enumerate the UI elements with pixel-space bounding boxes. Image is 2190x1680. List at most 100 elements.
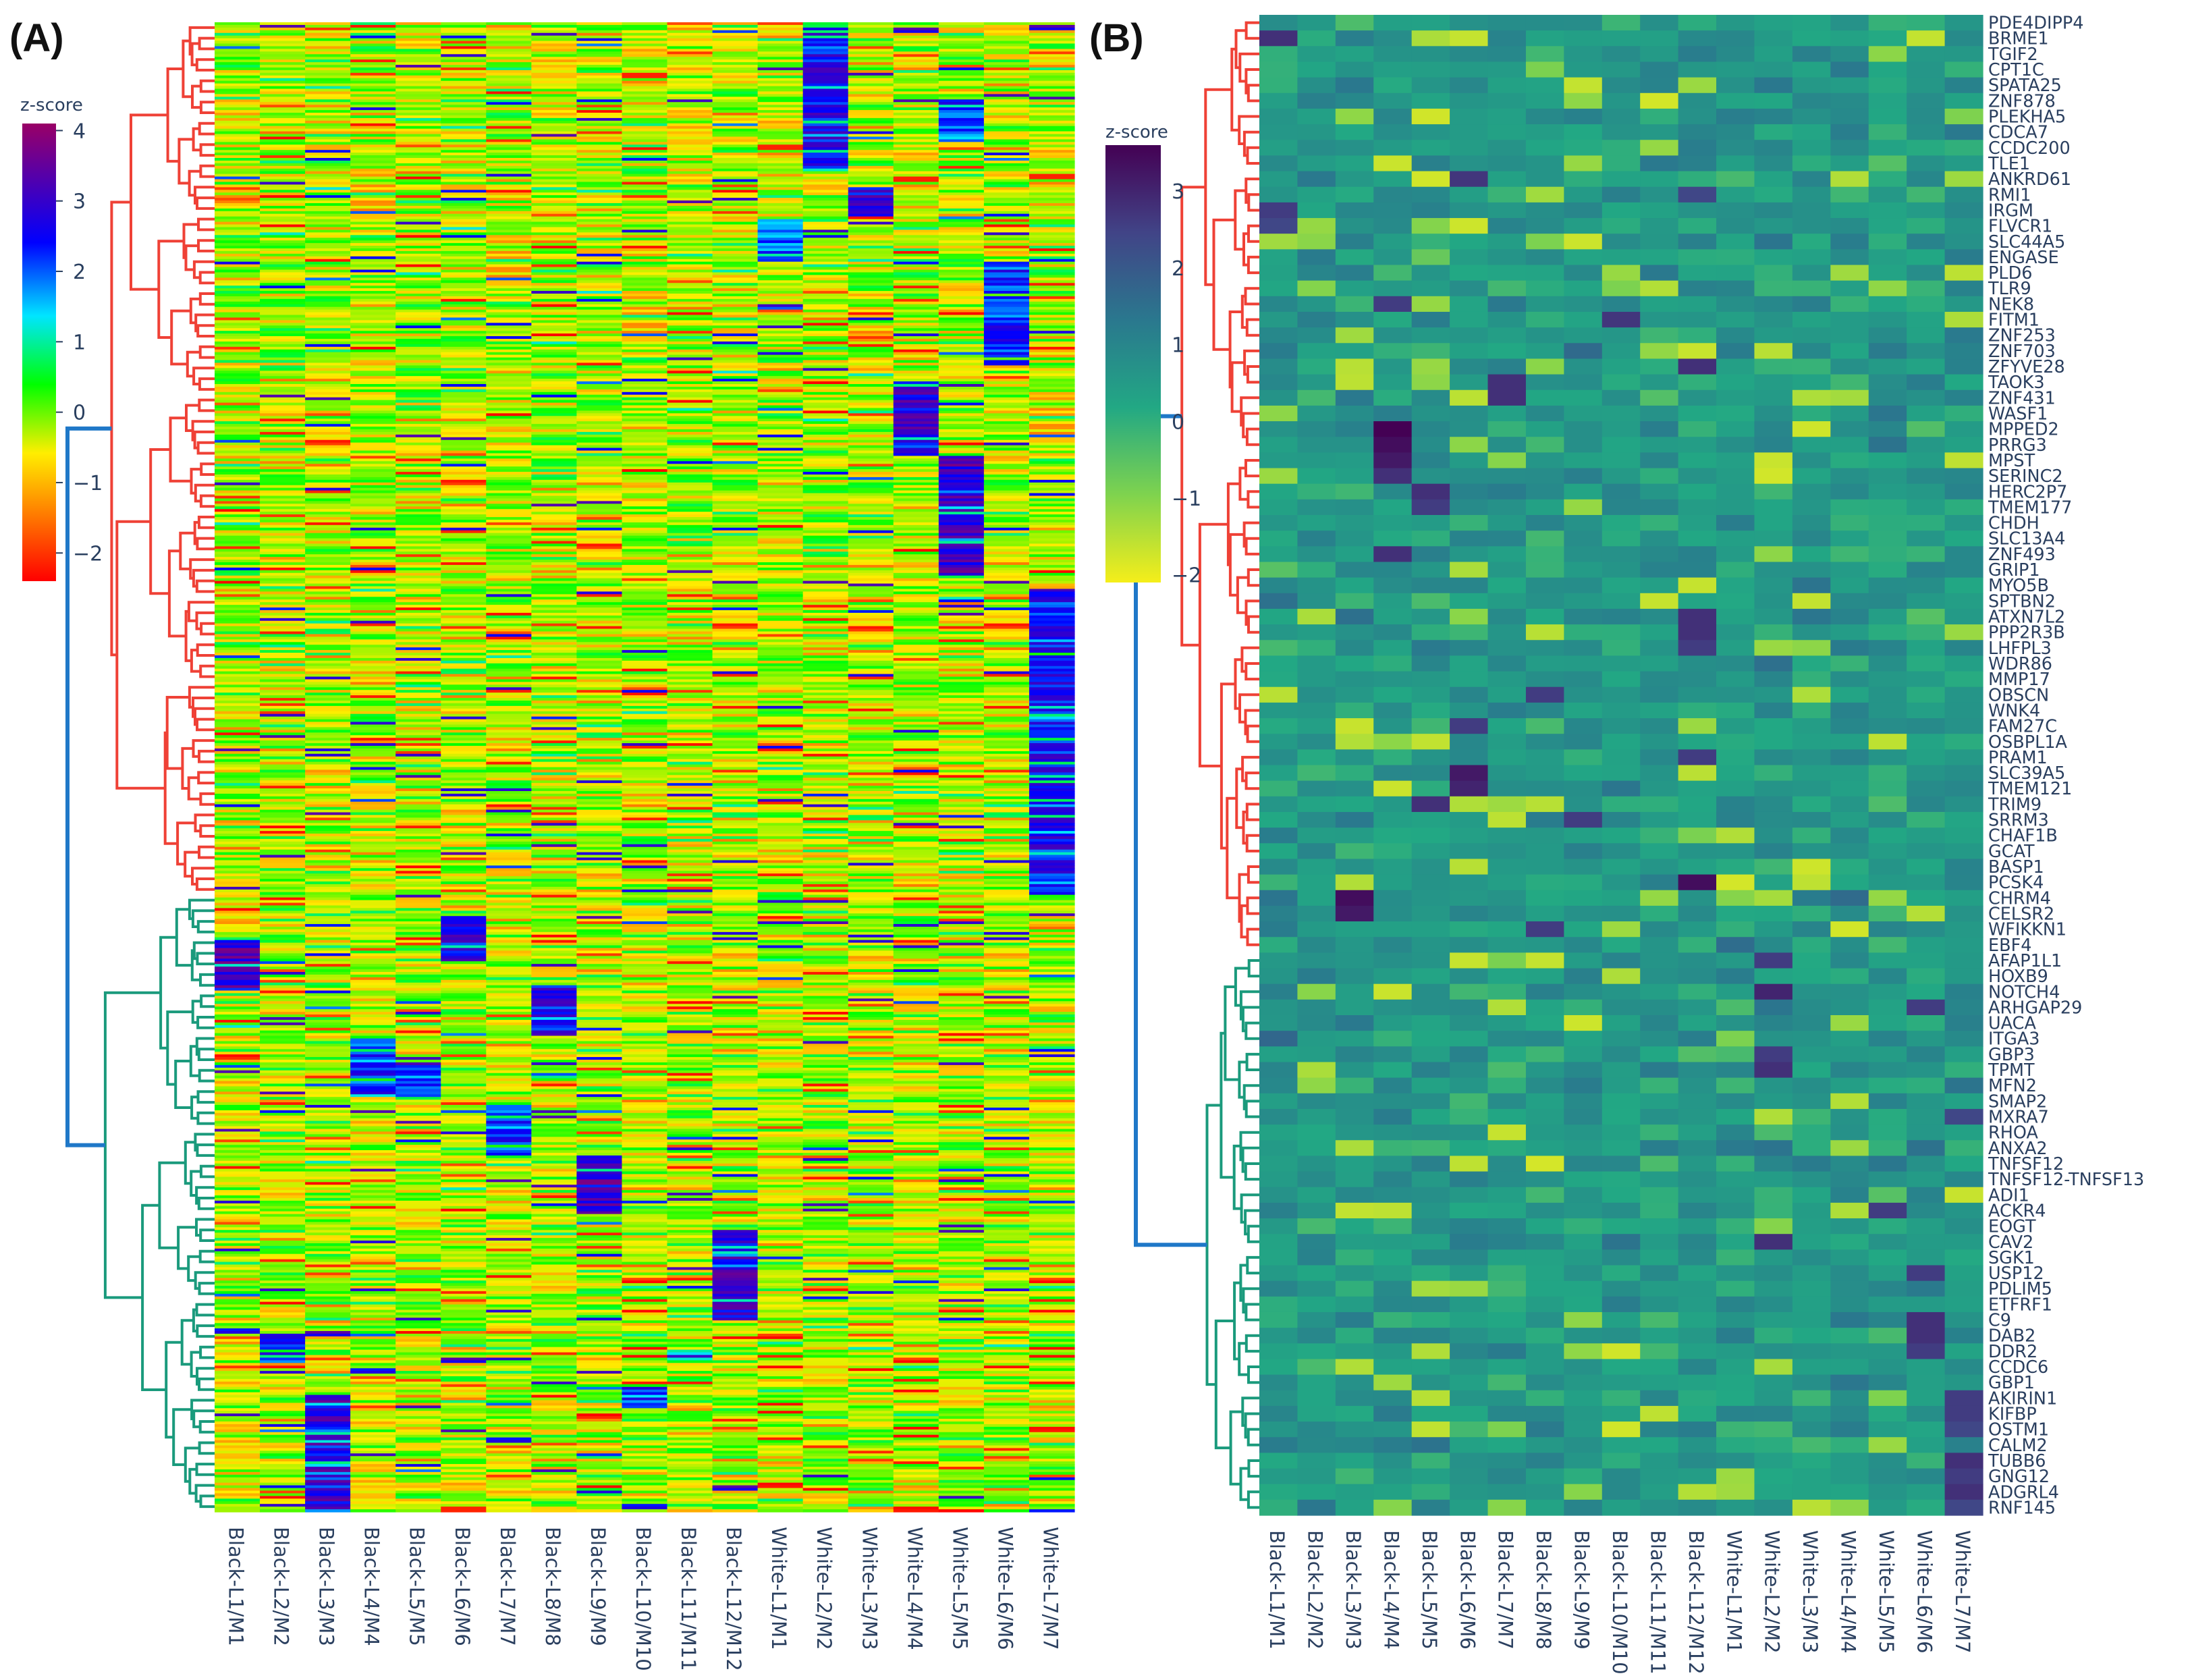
heatmap-a-cell — [576, 645, 623, 648]
heatmap-a-cell — [531, 1086, 578, 1089]
heatmap-a-cell — [260, 961, 306, 965]
heatmap-a-cell — [395, 1278, 441, 1281]
heatmap-a-cell — [260, 1019, 306, 1023]
heatmap-a-cell — [576, 102, 623, 105]
heatmap-a-cell — [215, 1403, 261, 1406]
heatmap-a-cell — [260, 1424, 306, 1428]
heatmap-a-cell — [305, 1421, 351, 1425]
heatmap-a-cell — [395, 250, 441, 254]
heatmap-a-cell — [531, 1301, 578, 1305]
heatmap-a-cell — [486, 1025, 532, 1029]
heatmap-a-cell — [305, 482, 351, 486]
heatmap-a-cell — [350, 394, 396, 398]
heatmap-a-cell — [441, 83, 487, 87]
heatmap-a-cell — [260, 1363, 306, 1366]
heatmap-a-cell — [215, 78, 261, 82]
heatmap-a-cell — [305, 759, 351, 763]
heatmap-a-cell — [441, 1323, 487, 1326]
heatmap-a-cell — [486, 879, 532, 882]
heatmap-a-cell — [350, 246, 396, 249]
heatmap-a-cell — [486, 761, 532, 765]
heatmap-a-cell — [395, 924, 441, 927]
heatmap-a-cell — [441, 389, 487, 393]
heatmap-a-cell — [350, 900, 396, 904]
heatmap-a-cell — [260, 477, 306, 481]
heatmap-a-cell — [350, 38, 396, 42]
dendrogram-branch — [198, 845, 215, 859]
heatmap-a-cell — [576, 240, 623, 244]
heatmap-a-cell — [486, 1493, 532, 1496]
heatmap-a-cell — [350, 437, 396, 441]
heatmap-a-cell — [395, 304, 441, 308]
heatmap-a-cell — [486, 807, 532, 811]
heatmap-a-cell — [305, 1259, 351, 1263]
heatmap-a-cell — [531, 224, 578, 228]
heatmap-a-cell — [260, 1293, 306, 1297]
heatmap-a-cell — [486, 589, 532, 592]
heatmap-a-cell — [260, 690, 306, 693]
heatmap-a-cell — [215, 259, 261, 263]
heatmap-a-cell — [350, 410, 396, 414]
heatmap-a-cell — [576, 184, 623, 188]
heatmap-a-cell — [260, 1086, 306, 1089]
heatmap-a-cell — [260, 631, 306, 635]
heatmap-a-cell — [395, 309, 441, 313]
heatmap-a-cell — [215, 788, 261, 792]
heatmap-a-cell — [441, 793, 487, 797]
heatmap-a-cell — [441, 809, 487, 813]
heatmap-a-cell — [395, 397, 441, 401]
heatmap-a-cell — [260, 514, 306, 518]
heatmap-a-cell — [395, 1017, 441, 1021]
heatmap-a-cell — [486, 1158, 532, 1162]
heatmap-a-cell — [576, 684, 623, 688]
heatmap-a-cell — [305, 490, 351, 494]
heatmap-a-cell — [260, 1197, 306, 1201]
heatmap-a-cell — [441, 80, 487, 84]
heatmap-a-cell — [576, 953, 623, 956]
heatmap-a-cell — [260, 615, 306, 619]
heatmap-a-cell — [260, 421, 306, 425]
heatmap-a-cell — [305, 512, 351, 515]
heatmap-a-cell — [531, 623, 578, 627]
heatmap-a-cell — [531, 977, 578, 981]
heatmap-a-cell — [260, 693, 306, 696]
heatmap-a-cell — [486, 341, 532, 345]
heatmap-a-cell — [215, 687, 261, 690]
heatmap-a-cell — [215, 155, 261, 159]
heatmap-a-cell — [576, 131, 623, 135]
heatmap-a-cell — [395, 1163, 441, 1167]
heatmap-a-cell — [305, 453, 351, 456]
heatmap-a-cell — [486, 772, 532, 776]
heatmap-a-cell — [215, 987, 261, 992]
heatmap-a-cell — [441, 413, 487, 416]
heatmap-a-cell — [350, 477, 396, 481]
heatmap-a-cell — [531, 195, 578, 198]
heatmap-a-cell — [441, 645, 487, 648]
heatmap-a-cell — [441, 519, 487, 523]
heatmap-a-cell — [305, 687, 351, 690]
heatmap-a-cell — [486, 383, 532, 387]
heatmap-a-cell — [576, 205, 623, 209]
heatmap-a-cell — [215, 495, 261, 499]
heatmap-a-cell — [531, 1288, 578, 1292]
heatmap-a-cell — [305, 1241, 351, 1244]
heatmap-a-cell — [260, 663, 306, 667]
heatmap-a-cell — [486, 1179, 532, 1183]
heatmap-a-cell — [305, 1467, 351, 1470]
heatmap-a-cell — [576, 509, 623, 512]
heatmap-a-cell — [350, 1049, 396, 1052]
heatmap-a-cell — [260, 86, 306, 90]
heatmap-a-cell — [486, 1062, 532, 1066]
heatmap-a-cell — [215, 753, 261, 757]
heatmap-a-cell — [305, 876, 351, 879]
heatmap-a-cell — [531, 1445, 578, 1449]
heatmap-a-cell — [486, 442, 532, 446]
heatmap-a-cell — [441, 894, 487, 898]
heatmap-a-cell — [576, 708, 623, 712]
heatmap-a-cell — [441, 798, 487, 803]
heatmap-a-cell — [531, 711, 578, 715]
heatmap-a-cell — [441, 501, 487, 504]
heatmap-a-cell — [531, 198, 578, 201]
heatmap-a-cell — [441, 860, 487, 863]
heatmap-a-cell — [531, 474, 578, 478]
